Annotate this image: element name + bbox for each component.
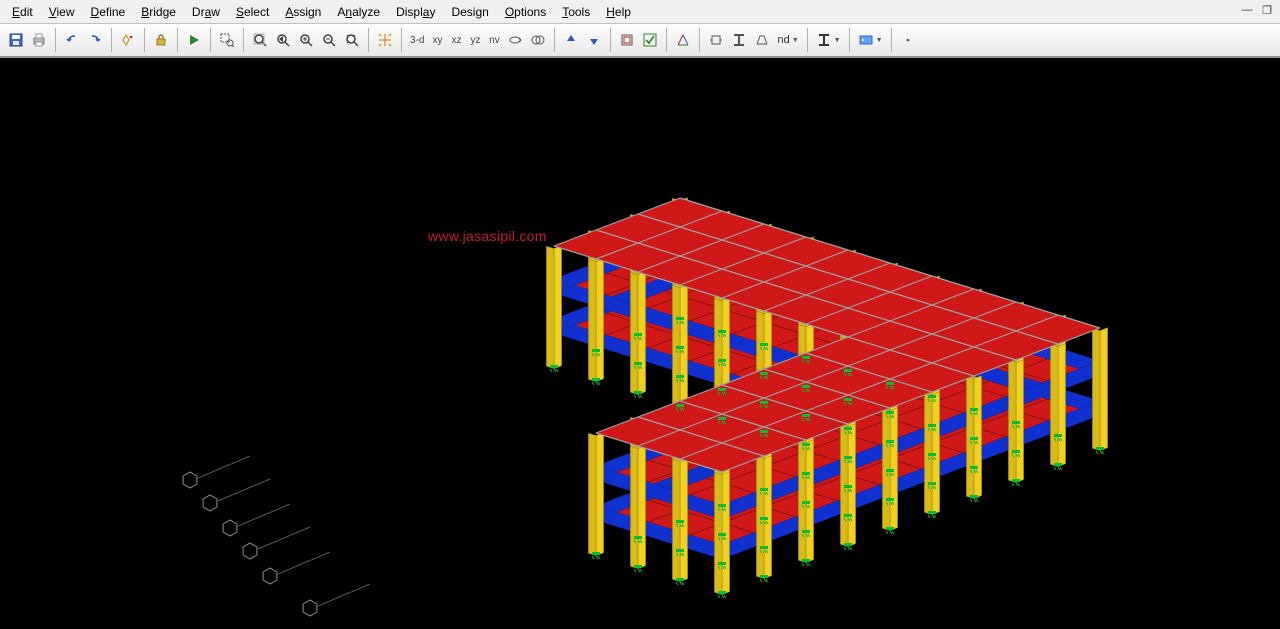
set-elements-button[interactable] — [639, 29, 661, 51]
structural-model — [0, 58, 1280, 629]
view-3d-button[interactable]: 3-d — [407, 29, 427, 51]
zoom-previous-button[interactable] — [272, 29, 294, 51]
zoom-in-button[interactable] — [295, 29, 317, 51]
move-down-button[interactable] — [583, 29, 605, 51]
model-viewport[interactable]: www.jasasipil.com — [0, 58, 1280, 629]
menu-design[interactable]: Design — [443, 2, 496, 22]
menu-analyze[interactable]: Analyze — [329, 2, 388, 22]
menu-assign[interactable]: Assign — [277, 2, 329, 22]
minimize-button[interactable]: — — [1238, 2, 1256, 18]
joint-restraint-button[interactable] — [705, 29, 727, 51]
lock-button[interactable] — [150, 29, 172, 51]
move-up-button[interactable] — [560, 29, 582, 51]
menu-define[interactable]: Define — [83, 2, 134, 22]
menu-items: EditViewDefineBridgeDrawSelectAssignAnal… — [4, 2, 639, 22]
frame-section-button[interactable] — [728, 29, 750, 51]
more-toolbars-button[interactable]: ▸ — [897, 29, 919, 51]
window-controls: — ❐ — [1238, 2, 1276, 18]
menu-tools[interactable]: Tools — [554, 2, 598, 22]
object-shrink-button[interactable] — [616, 29, 638, 51]
display-options-dropdown[interactable]: ▼ — [855, 29, 886, 51]
view-nv-button[interactable]: nv — [485, 29, 503, 51]
refresh-button[interactable] — [117, 29, 139, 51]
rotate-3d-button[interactable] — [504, 29, 526, 51]
zoom-full-button[interactable] — [249, 29, 271, 51]
zoom-out-button[interactable] — [318, 29, 340, 51]
view-yz-button[interactable]: yz — [466, 29, 484, 51]
view-xy-button[interactable]: xy — [428, 29, 446, 51]
redo-button[interactable] — [84, 29, 106, 51]
named-view-label: nd — [777, 34, 789, 46]
rubber-band-zoom-button[interactable] — [216, 29, 238, 51]
view-xz-button[interactable]: xz — [447, 29, 465, 51]
save-button[interactable] — [5, 29, 27, 51]
pan-button[interactable] — [374, 29, 396, 51]
menu-draw[interactable]: Draw — [184, 2, 228, 22]
menu-help[interactable]: Help — [598, 2, 639, 22]
menu-bridge[interactable]: Bridge — [133, 2, 184, 22]
named-view-dropdown[interactable]: nd▼ — [774, 29, 801, 51]
undo-button[interactable] — [61, 29, 83, 51]
menu-display[interactable]: Display — [388, 2, 443, 22]
restore-button[interactable]: ❐ — [1258, 2, 1276, 18]
run-analysis-button[interactable] — [183, 29, 205, 51]
menu-view[interactable]: View — [41, 2, 83, 22]
menu-options[interactable]: Options — [497, 2, 554, 22]
menu-edit[interactable]: Edit — [4, 2, 41, 22]
menu-bar: EditViewDefineBridgeDrawSelectAssignAnal… — [0, 0, 1280, 24]
perspective-button[interactable] — [527, 29, 549, 51]
zoom-extents-button[interactable] — [341, 29, 363, 51]
main-toolbar: 3-d xy xz yz nv nd▼ ▼ ▼ — [0, 24, 1280, 58]
section-cut-dropdown[interactable]: ▼ — [813, 29, 844, 51]
menu-select[interactable]: Select — [228, 2, 277, 22]
print-button[interactable] — [28, 29, 50, 51]
area-section-button[interactable] — [751, 29, 773, 51]
show-axes-button[interactable] — [672, 29, 694, 51]
